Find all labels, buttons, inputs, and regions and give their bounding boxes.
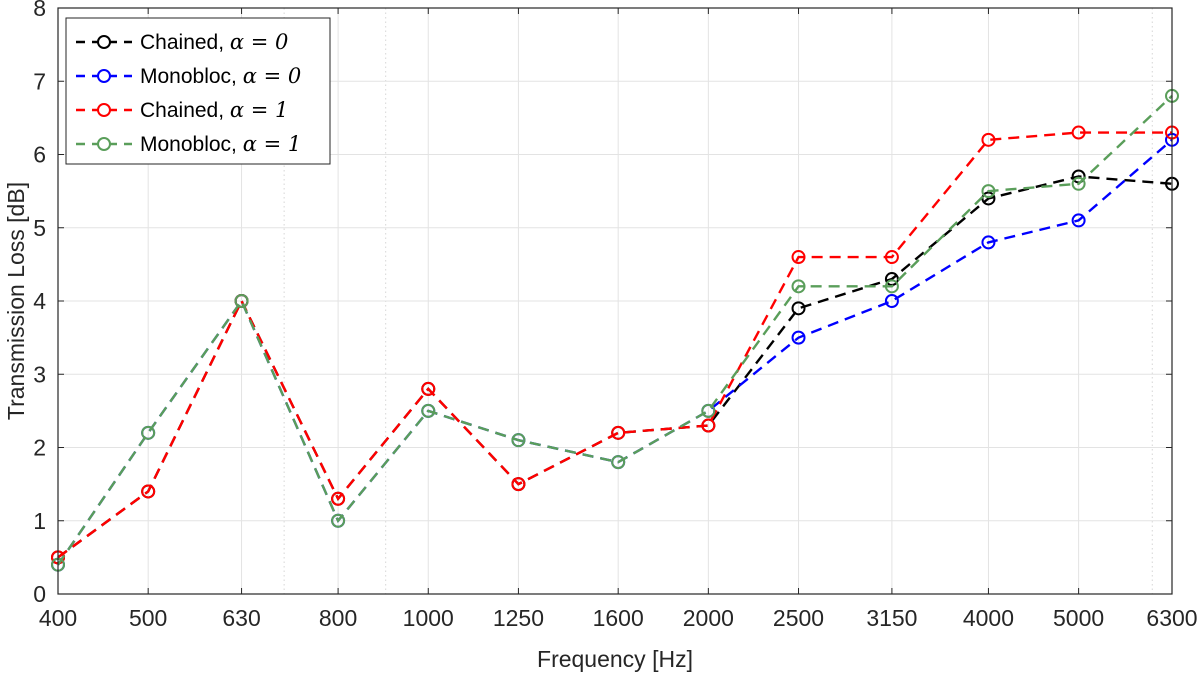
data-point (884, 294, 899, 308)
data-point (331, 513, 346, 528)
data-point (701, 403, 716, 418)
data-point (791, 330, 806, 345)
data-point (1071, 176, 1086, 191)
data-point (791, 279, 806, 294)
x-tick-label: 1250 (493, 605, 544, 631)
data-point (701, 418, 716, 433)
y-tick-label: 8 (33, 0, 46, 21)
series-0 (51, 169, 1179, 565)
x-tick-label: 2500 (773, 605, 824, 631)
x-tick-label: 1000 (403, 605, 454, 631)
x-tick-label: 400 (39, 605, 77, 631)
y-tick-label: 0 (33, 581, 46, 607)
legend-series-name: Monobloc, (140, 133, 243, 156)
legend-marker (97, 137, 111, 151)
series-line (57, 175, 1173, 559)
data-point (141, 484, 156, 499)
series-line (57, 131, 1172, 559)
legend-label: Monobloc, α = 1 (140, 132, 301, 156)
x-tick-label: 2000 (683, 605, 734, 631)
data-point (791, 250, 806, 265)
x-tick-label: 500 (129, 605, 167, 631)
data-point (141, 425, 156, 440)
legend-series-name: Monobloc, (140, 65, 243, 88)
x-tick-label: 6300 (1146, 605, 1197, 631)
data-point (884, 279, 899, 294)
x-tick-label: 800 (319, 605, 357, 631)
data-point (511, 433, 526, 448)
legend-entry: Monobloc, α = 0 (76, 64, 301, 88)
data-point (331, 491, 346, 506)
legend-alpha-label: α = 1 (230, 98, 289, 122)
tick-labels: 400 500 630 800 1000 1250 1600 2000 2500 3150 4000… (33, 0, 1197, 631)
series-layer (51, 88, 1179, 572)
data-point (234, 294, 249, 308)
y-tick-label: 3 (33, 361, 46, 387)
data-point (791, 301, 806, 316)
legend-series-name: Chained, (140, 99, 230, 122)
y-tick-label: 7 (33, 68, 46, 94)
y-tick-label: 4 (33, 288, 46, 314)
data-point (981, 184, 996, 199)
legend-marker (97, 69, 111, 83)
legend-entry: Monobloc, α = 1 (76, 132, 301, 156)
x-axis-label: Frequency [Hz] (537, 646, 693, 672)
legend-label: Chained, α = 0 (140, 30, 288, 54)
legend-alpha-label: α = 0 (243, 64, 302, 88)
y-tick-label: 1 (33, 508, 46, 534)
legend-label: Monobloc, α = 0 (140, 64, 301, 88)
series-1 (51, 132, 1179, 572)
data-point (884, 250, 899, 265)
legend-label: Chained, α = 1 (140, 98, 288, 122)
data-point (421, 403, 436, 418)
legend-alpha-label: α = 1 (243, 132, 302, 156)
legend-entry: Chained, α = 1 (76, 98, 288, 122)
data-point (611, 425, 626, 440)
data-point (511, 477, 526, 492)
legend-marker (97, 35, 111, 49)
x-tick-label: 3150 (866, 605, 917, 631)
legend-alpha-label: α = 0 (230, 30, 289, 54)
data-point (611, 455, 626, 470)
data-point (1071, 213, 1086, 228)
y-tick-label: 2 (33, 435, 46, 461)
x-tick-label: 630 (222, 605, 260, 631)
x-tick-label: 4000 (963, 605, 1014, 631)
series-line (57, 95, 1173, 566)
y-tick-label: 5 (33, 215, 46, 241)
legend-marker (97, 103, 111, 117)
legend-series-name: Chained, (140, 31, 230, 54)
y-tick-label: 6 (33, 142, 46, 168)
x-tick-label: 1600 (593, 605, 644, 631)
series-2 (51, 125, 1179, 565)
data-point (981, 235, 996, 250)
data-point (1071, 125, 1086, 140)
y-axis-label: Transmission Loss [dB] (3, 182, 29, 420)
legend-entry: Chained, α = 0 (76, 30, 288, 54)
series-line (57, 138, 1173, 566)
x-tick-label: 5000 (1053, 605, 1104, 631)
data-point (421, 381, 436, 396)
data-point (981, 132, 996, 147)
